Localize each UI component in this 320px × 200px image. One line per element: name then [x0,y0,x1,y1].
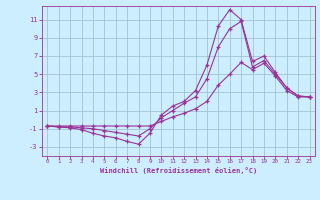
X-axis label: Windchill (Refroidissement éolien,°C): Windchill (Refroidissement éolien,°C) [100,167,257,174]
